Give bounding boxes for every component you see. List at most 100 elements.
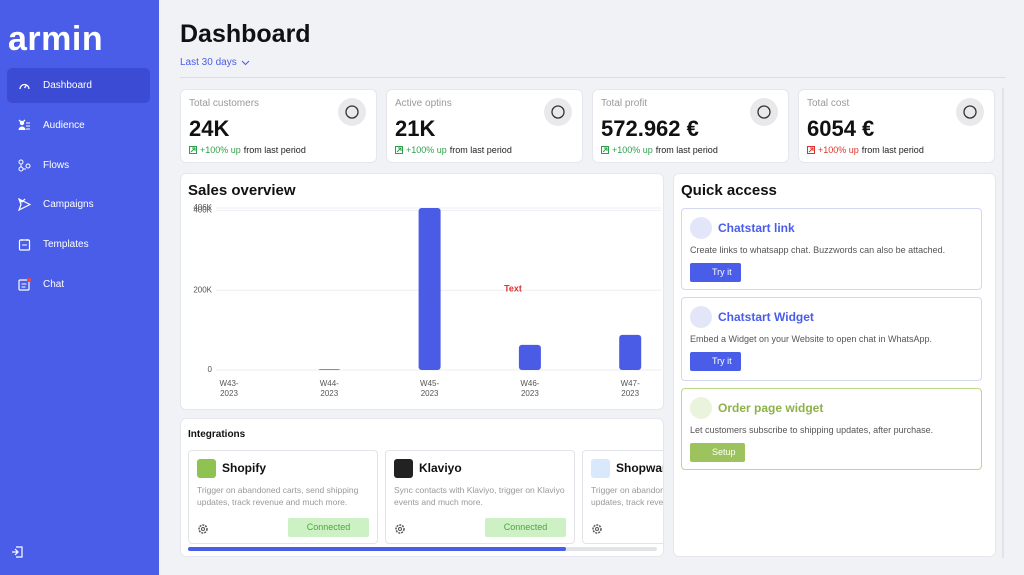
- stat-card: Total customers 24K +100% up from last peri…: [180, 89, 377, 163]
- bar: [418, 208, 441, 370]
- y-tick-label: 0: [208, 365, 213, 374]
- scroll-track: [188, 547, 657, 551]
- quick-title: Chatstart link: [718, 221, 795, 235]
- trend-icon: [189, 146, 197, 154]
- quick-access-card: Quick access Chatstart link Create links …: [673, 173, 996, 557]
- integration-status[interactable]: Connected: [288, 518, 369, 537]
- x-tick-label: W44-2023: [319, 379, 339, 398]
- change-note: from last period: [861, 145, 924, 155]
- menu-label: Templates: [43, 239, 89, 250]
- menu-label: Chat: [43, 279, 65, 290]
- card-title: Integrations: [188, 429, 246, 440]
- sales-card: Sales overview 0 200K 400K 406K Text W43-202…: [180, 173, 664, 410]
- card-title: Sales overview: [188, 182, 296, 199]
- stat-change: +100% up from last period: [189, 145, 306, 155]
- x-tick-label: W45-2023: [420, 379, 440, 398]
- integration: Klaviyo Sync contacts with Klaviyo, trigg…: [385, 450, 575, 544]
- annotation: Text: [504, 283, 522, 293]
- menu-item[interactable]: Audience: [7, 108, 150, 143]
- icon: [18, 278, 31, 291]
- bar: [619, 334, 642, 370]
- trend-icon: [601, 146, 609, 154]
- integration-name: Shopware: [616, 461, 663, 475]
- quick-desc: Embed a Widget on your Website to open c…: [690, 334, 932, 344]
- stat-icon: [956, 98, 984, 126]
- stat-value: 21K: [395, 116, 436, 141]
- stat-label: Total customers: [189, 98, 260, 109]
- change-note: from last period: [243, 145, 306, 155]
- quick-item: Chatstart link Create links to whatsapp c…: [681, 208, 982, 290]
- stat-change: +100% up from last period: [395, 145, 512, 155]
- bar: [518, 344, 541, 370]
- icon: [18, 198, 31, 211]
- sidebar: armin Dashboard Audience Flows Campaigns…: [0, 0, 159, 575]
- integration-status[interactable]: Connected: [485, 518, 566, 537]
- divider: [180, 77, 1006, 78]
- quick-desc: Let customers subscribe to shipping upda…: [690, 425, 934, 435]
- integrations-card: Integrations Shopify Trigger on abandoned…: [180, 418, 664, 557]
- quick-button[interactable]: Try it: [690, 263, 741, 282]
- menu-label: Dashboard: [43, 80, 92, 91]
- menu-item[interactable]: Flows: [7, 148, 150, 183]
- trend-icon: [395, 146, 403, 154]
- x-tick-label: W46-2023: [520, 379, 540, 398]
- settings-icon[interactable]: [394, 522, 406, 540]
- icon: [18, 159, 31, 172]
- bar: [318, 369, 341, 370]
- integration-logo: [197, 459, 216, 478]
- settings-icon[interactable]: [591, 522, 603, 540]
- stat-change: +100% up from last period: [601, 145, 718, 155]
- quick-button[interactable]: Setup: [690, 443, 745, 462]
- change-value: +100% up: [406, 145, 447, 155]
- stat-change: +100% up from last period: [807, 145, 924, 155]
- menu-label: Campaigns: [43, 199, 94, 210]
- quick-title: Chatstart Widget: [718, 310, 814, 324]
- icon: [18, 239, 31, 251]
- page-title: Dashboard: [180, 20, 311, 48]
- quick-icon: [690, 397, 712, 419]
- stat-value: 24K: [189, 116, 230, 141]
- stat-label: Total profit: [601, 98, 648, 109]
- quick-item: Chatstart Widget Embed a Widget on your W…: [681, 297, 982, 381]
- change-note: from last period: [655, 145, 718, 155]
- stat-label: Active optins: [395, 98, 452, 109]
- quick-desc: Create links to whatsapp chat. Buzzwords…: [690, 245, 946, 255]
- menu-item[interactable]: Chat: [7, 267, 150, 302]
- trend-icon: [807, 146, 815, 154]
- quick-button[interactable]: Try it: [690, 352, 741, 371]
- stat-icon: [750, 98, 778, 126]
- change-value: +100% up: [200, 145, 241, 155]
- quick-item: Order page widget Let customers subscribe…: [681, 388, 982, 470]
- period-label: Last 30 days: [180, 57, 237, 68]
- scrollbar: [1002, 88, 1004, 558]
- integration-desc: Trigger on abandoned carts, send shippin…: [591, 485, 664, 507]
- logout-icon[interactable]: [11, 546, 24, 558]
- integration-logo: [591, 459, 610, 478]
- scroll-thumb[interactable]: [188, 547, 566, 551]
- icon: [19, 83, 30, 90]
- integration-logo: [394, 459, 413, 478]
- quick-title: Order page widget: [718, 401, 824, 415]
- stat-icon: [544, 98, 572, 126]
- stat-icon: [338, 98, 366, 126]
- settings-icon[interactable]: [197, 522, 209, 540]
- integration-name: Shopify: [222, 461, 266, 475]
- chevron: [241, 60, 250, 65]
- change-value: +100% up: [818, 145, 859, 155]
- stat-value: 6054 €: [807, 116, 875, 141]
- stat-card: Total cost 6054 € +100% up from last period: [798, 89, 995, 163]
- period-select[interactable]: Last 30 days: [180, 57, 250, 68]
- y-tick-label: 400K: [193, 206, 212, 215]
- chevron: [18, 119, 26, 124]
- integration: Shopify Trigger on abandoned carts, send …: [188, 450, 378, 544]
- menu-item[interactable]: Templates: [7, 227, 150, 262]
- stat-label: Total cost: [807, 98, 850, 109]
- menu-item[interactable]: Dashboard: [7, 68, 150, 103]
- y-tick-label: 406K: [193, 203, 212, 212]
- integration: Shopware Trigger on abandoned carts, send…: [582, 450, 664, 544]
- integration-desc: Sync contacts with Klaviyo, trigger on K…: [394, 485, 565, 507]
- stat-card: Total profit 572.962 € +100% up from last p…: [592, 89, 789, 163]
- menu-item[interactable]: Campaigns: [7, 187, 150, 222]
